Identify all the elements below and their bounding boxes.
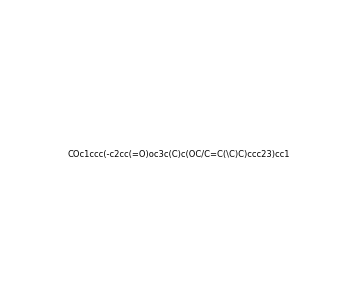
Text: COc1ccc(-c2cc(=O)oc3c(C)c(OC/C=C(\C)C)ccc23)cc1: COc1ccc(-c2cc(=O)oc3c(C)c(OC/C=C(\C)C)cc… [68, 149, 290, 159]
